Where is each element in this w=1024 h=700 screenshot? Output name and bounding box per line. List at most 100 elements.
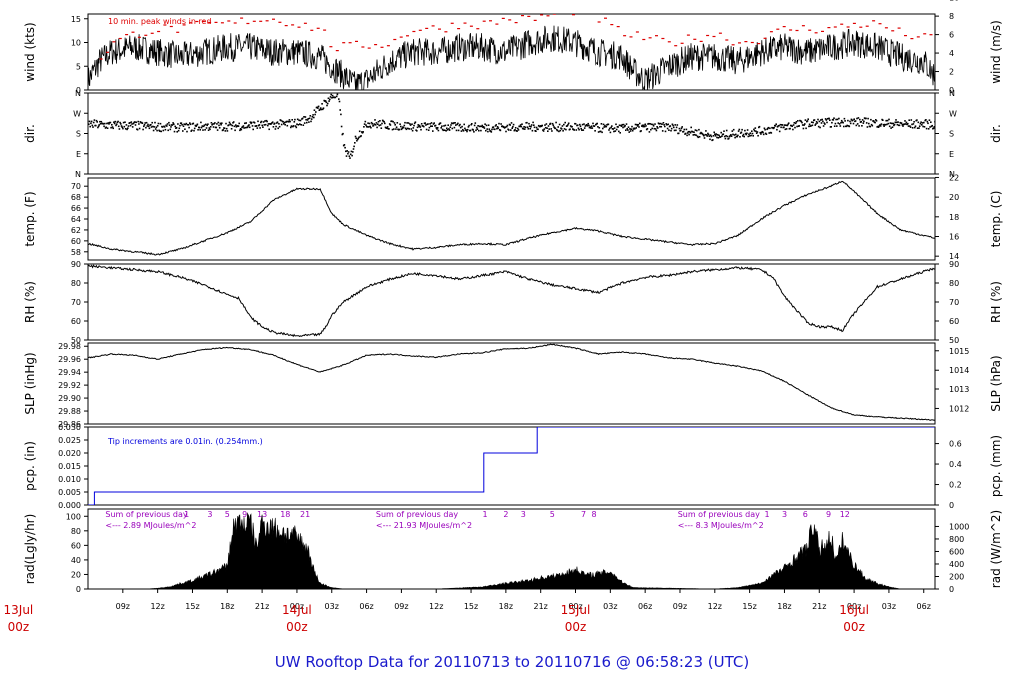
dir-point [113, 121, 115, 123]
dir-point [163, 126, 166, 128]
dir-point [728, 135, 731, 138]
dir-point [297, 124, 300, 126]
dir-point [166, 125, 168, 127]
dir-point [92, 126, 94, 128]
rad-right-tick-label: 600 [949, 547, 964, 556]
dir-point [146, 125, 149, 127]
wind-peak-mark [878, 23, 882, 25]
dir-point [210, 122, 213, 124]
dir-point [842, 121, 844, 124]
dir-point [793, 122, 796, 124]
pcp-left-tick-label: 0.010 [58, 475, 81, 484]
dir-point [473, 131, 475, 133]
dir-point [757, 134, 759, 137]
slp-left-tick-label: 29.90 [58, 394, 81, 403]
dir-point [567, 122, 570, 125]
dir-point [923, 121, 925, 124]
dir-point [276, 121, 279, 123]
wind-peak-mark [827, 27, 831, 29]
dir-point [821, 118, 823, 121]
dir-point [544, 124, 546, 126]
pcp-ylabel-right: pcp. (mm) [989, 435, 1003, 497]
dir-point [594, 130, 596, 132]
dir-point [460, 130, 463, 132]
dir-point [322, 108, 324, 111]
dir-point [822, 120, 824, 123]
dir-point [124, 128, 127, 130]
wind-peak-mark [112, 41, 116, 43]
dir-point [261, 124, 263, 127]
dir-point [691, 131, 694, 133]
dir-point [145, 126, 147, 129]
panel-pcp: 0.000 0.005 0.010 0.015 0.020 0.025 0.030 0 0.2 0… [23, 423, 1003, 510]
dir-point [324, 100, 327, 102]
dir-point [862, 122, 865, 124]
dir-point [566, 125, 569, 127]
dir-point [651, 127, 653, 130]
dir-point [620, 125, 623, 127]
day-zulu-label: 00z [565, 620, 587, 634]
dir-point [865, 122, 868, 124]
dir-point [883, 125, 885, 127]
dir-point [603, 126, 605, 128]
dir-point [462, 130, 465, 132]
dir-point [114, 120, 117, 123]
dir-point [468, 124, 470, 127]
dir-point [263, 124, 266, 126]
temp-left-tick-label: 60 [71, 237, 81, 246]
wind-peak-mark [680, 42, 684, 44]
dir-point [166, 123, 169, 125]
wind-peak-mark [106, 51, 109, 53]
dir-point [327, 97, 330, 100]
dir-point [640, 130, 642, 132]
panel-temp: 58 60 62 64 66 68 70 14 16 18 20 22 temp. (F) temp. (… [23, 173, 1003, 261]
dir-point [418, 125, 420, 128]
dir-point [634, 123, 637, 126]
dir-point [232, 121, 235, 123]
hour-tick-label: 12z [150, 602, 164, 611]
dir-point [306, 119, 309, 121]
dir-point [801, 121, 803, 124]
dir-point [643, 124, 645, 127]
dir-point [377, 120, 380, 123]
dir-point [526, 126, 529, 128]
dir-point [875, 119, 877, 121]
dir-point [258, 124, 261, 126]
dir-point [600, 123, 603, 125]
dir-point [621, 123, 624, 126]
dir-point [567, 123, 569, 126]
wind-peak-mark [699, 40, 703, 42]
dir-point [205, 127, 208, 129]
dir-point [299, 119, 302, 122]
dir-point [776, 128, 778, 131]
dir-point [310, 120, 312, 123]
dir-point [740, 131, 743, 134]
hour-tick-label: 12z [429, 602, 443, 611]
dir-point [370, 126, 372, 129]
dir-point [407, 122, 410, 124]
dir-point [778, 130, 781, 133]
dir-point [808, 125, 810, 128]
dir-point [398, 128, 401, 131]
dir-point [184, 123, 187, 126]
wind-peak-mark [776, 28, 780, 30]
dir-point [903, 123, 906, 125]
solar-note-line2: <--- 8.3 MJoules/m^2 [678, 521, 764, 530]
dir-point [286, 124, 289, 127]
dir-point [923, 126, 926, 128]
dir-point [124, 121, 126, 123]
dir-point [888, 125, 891, 128]
dir-point [528, 122, 530, 125]
pcp-right-tick-label: 0.4 [949, 460, 962, 469]
dir-point [224, 130, 227, 132]
wind-peak-mark [272, 18, 275, 20]
dir-point [473, 124, 476, 127]
dir-point [365, 124, 367, 126]
dir-point [773, 126, 775, 129]
dir-point [878, 125, 881, 127]
dir-point [427, 129, 430, 131]
dir-point [544, 126, 547, 129]
rad-area [88, 512, 935, 589]
dir-point [581, 123, 584, 126]
dir-point [625, 129, 627, 131]
